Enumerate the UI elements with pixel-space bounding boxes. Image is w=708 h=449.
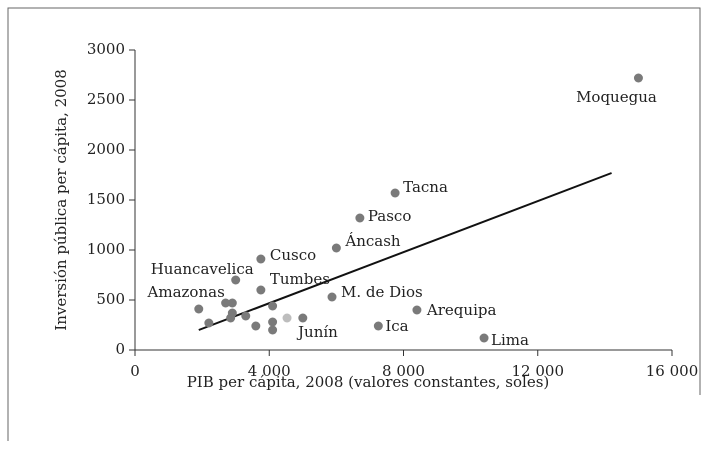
point: [390, 188, 400, 198]
point-label: Tacna: [403, 178, 448, 196]
point-label: Cusco: [270, 246, 316, 264]
point: [268, 317, 278, 327]
point: [256, 285, 266, 295]
frame: [7, 7, 701, 441]
point-label: Ica: [385, 317, 408, 335]
point: [479, 333, 489, 343]
point-label: Tumbes: [270, 270, 330, 288]
x-tick-label: 8 000: [382, 362, 425, 380]
x-tick-label: 0: [130, 362, 140, 380]
point: [355, 213, 365, 223]
y-tick-label: 500: [96, 290, 125, 308]
point-label: Huancavelica: [151, 260, 254, 278]
point: [226, 313, 236, 323]
y-tick-label: 2500: [87, 90, 125, 108]
point: [331, 243, 341, 253]
point: [231, 275, 241, 285]
x-axis-title: PIB per cápita, 2008 (valores constantes…: [187, 373, 550, 391]
point-label: Áncash: [344, 232, 401, 250]
point: [268, 325, 278, 335]
x-tick-label: 16 000: [646, 362, 699, 380]
point-label: Pasco: [368, 207, 412, 225]
x-tick-label: 4 000: [248, 362, 291, 380]
point: [633, 73, 643, 83]
y-tick-label: 3000: [87, 40, 125, 58]
point: [268, 301, 278, 311]
point: [412, 305, 422, 315]
y-tick-label: 1500: [87, 190, 125, 208]
y-tick-label: 2000: [87, 140, 125, 158]
point-label: Arequipa: [426, 301, 497, 319]
point: [227, 298, 237, 308]
point: [298, 313, 308, 323]
point: [194, 304, 204, 314]
y-tick-label: 1000: [87, 240, 125, 258]
point-label: M. de Dios: [341, 283, 423, 301]
y-tick-label: 0: [115, 340, 125, 358]
point: [241, 311, 251, 321]
point: [282, 313, 292, 323]
trend-line: [198, 172, 612, 331]
point: [251, 321, 261, 331]
point-label: Amazonas: [147, 283, 225, 301]
point-label: Junín: [296, 323, 338, 341]
y-axis-title: Inversión pública per cápita, 2008: [52, 69, 70, 330]
point: [373, 321, 383, 331]
point-label: Lima: [491, 331, 529, 349]
x-tick-label: 12 000: [512, 362, 565, 380]
point-label: Moquegua: [576, 88, 657, 106]
point: [221, 298, 231, 308]
point: [204, 318, 214, 328]
point: [256, 254, 266, 264]
point: [327, 292, 337, 302]
